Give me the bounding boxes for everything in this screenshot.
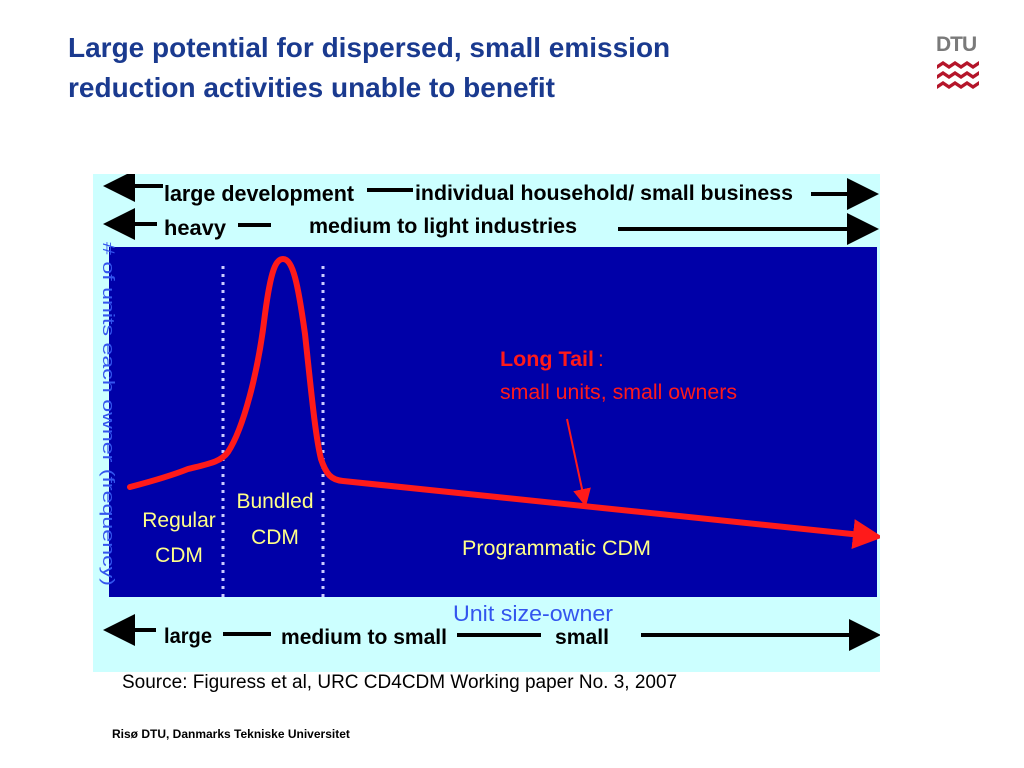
top-row2-left-label: heavy [164, 217, 226, 240]
bottom-row-right-label: small [555, 626, 609, 649]
region-bundled-line2: CDM [251, 526, 299, 549]
bottom-row-left-label: large [164, 625, 212, 648]
dtu-logo-text: DTU [936, 33, 977, 56]
long-tail-curve [127, 255, 880, 549]
slide-title: Large potential for dispersed, small emi… [68, 28, 888, 108]
diagram-svg: large development individual household/ … [93, 174, 880, 672]
slide-title-line-2: reduction activities unable to benefit [68, 72, 555, 103]
region-regular-line2: CDM [155, 544, 203, 567]
footer-text: Risø DTU, Danmarks Tekniske Universitet [112, 727, 350, 741]
callout-colon: : [598, 348, 604, 371]
dtu-logo-mark [937, 61, 979, 89]
x-axis-label: Unit size-owner [453, 601, 613, 626]
source-citation: Source: Figuress et al, URC CD4CDM Worki… [122, 672, 678, 693]
top-row1-right-label: individual household/ small business [415, 182, 793, 205]
top-row2-right-label: medium to light industries [309, 215, 577, 238]
callout-pointer [566, 418, 591, 507]
bottom-row-middle-label: medium to small [281, 626, 447, 649]
slide-title-line-1: Large potential for dispersed, small emi… [68, 32, 671, 63]
plot-area [109, 247, 877, 597]
callout-heading: Long Tail: [500, 348, 604, 371]
region-bundled-line1: Bundled [236, 490, 313, 513]
dtu-logo: DTU [936, 34, 982, 96]
callout-title: Long Tail [500, 348, 594, 371]
long-tail-diagram: large development individual household/ … [93, 174, 880, 672]
y-axis-label: # of units each owner (frequency) [99, 242, 118, 586]
region-regular-line1: Regular [142, 509, 216, 532]
region-programmatic-label: Programmatic CDM [462, 537, 651, 560]
top-row1-left-label: large development [164, 181, 355, 206]
callout-body: small units, small owners [500, 381, 737, 404]
